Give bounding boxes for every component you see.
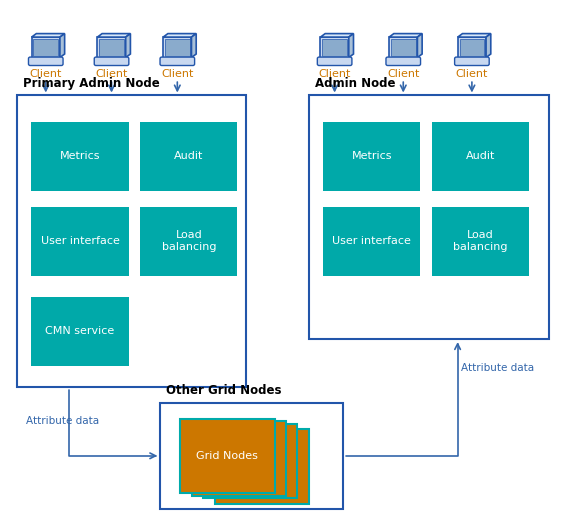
Text: Client: Client [30, 68, 62, 78]
FancyBboxPatch shape [455, 57, 489, 66]
Bar [192, 421, 286, 496]
Bar [203, 424, 297, 498]
Text: CMN service: CMN service [45, 326, 115, 336]
FancyBboxPatch shape [320, 37, 349, 57]
Bar [180, 419, 275, 493]
Text: Client: Client [456, 68, 488, 78]
Bar [100, 39, 124, 56]
Text: Attribute data: Attribute data [461, 363, 534, 373]
Bar [309, 95, 549, 339]
Text: User interface: User interface [41, 236, 120, 246]
FancyBboxPatch shape [386, 57, 420, 66]
Text: User interface: User interface [332, 236, 411, 246]
Text: Client: Client [319, 68, 351, 78]
FancyBboxPatch shape [163, 37, 192, 57]
Bar [432, 122, 529, 191]
Bar [31, 297, 129, 366]
Polygon shape [349, 33, 353, 57]
Text: Load
balancing: Load balancing [453, 230, 508, 252]
Text: Load
balancing: Load balancing [161, 230, 216, 252]
Polygon shape [97, 33, 130, 37]
Text: Metrics: Metrics [60, 152, 100, 161]
FancyBboxPatch shape [160, 57, 194, 66]
Bar [34, 39, 58, 56]
Text: Audit: Audit [466, 152, 495, 161]
Bar [140, 207, 237, 276]
Bar [165, 39, 189, 56]
Polygon shape [389, 33, 422, 37]
Polygon shape [163, 33, 196, 37]
Polygon shape [418, 33, 422, 57]
Polygon shape [31, 33, 65, 37]
Polygon shape [320, 33, 353, 37]
Bar [323, 39, 347, 56]
FancyBboxPatch shape [29, 57, 63, 66]
Text: Attribute data: Attribute data [26, 416, 100, 426]
Bar [140, 122, 237, 191]
FancyBboxPatch shape [458, 37, 486, 57]
FancyBboxPatch shape [94, 57, 129, 66]
Bar [460, 39, 484, 56]
Bar [323, 207, 420, 276]
Text: Client: Client [96, 68, 128, 78]
Bar [391, 39, 415, 56]
Bar [214, 429, 309, 503]
Text: Client: Client [161, 68, 193, 78]
FancyBboxPatch shape [389, 37, 418, 57]
Text: Client: Client [387, 68, 419, 78]
FancyBboxPatch shape [97, 37, 126, 57]
Text: Admin Node: Admin Node [315, 77, 395, 90]
Text: Other Grid Nodes: Other Grid Nodes [166, 384, 281, 398]
Text: Primary Admin Node: Primary Admin Node [23, 77, 160, 90]
Bar [17, 95, 246, 387]
Polygon shape [126, 33, 130, 57]
Bar [160, 403, 343, 509]
FancyBboxPatch shape [31, 37, 60, 57]
Text: Grid Nodes: Grid Nodes [196, 451, 259, 461]
Polygon shape [60, 33, 65, 57]
Text: Audit: Audit [174, 152, 204, 161]
Polygon shape [192, 33, 196, 57]
FancyBboxPatch shape [317, 57, 352, 66]
Polygon shape [458, 33, 491, 37]
Bar [323, 122, 420, 191]
Text: Metrics: Metrics [352, 152, 392, 161]
Bar [31, 207, 129, 276]
Polygon shape [486, 33, 491, 57]
Bar [432, 207, 529, 276]
Bar [31, 122, 129, 191]
